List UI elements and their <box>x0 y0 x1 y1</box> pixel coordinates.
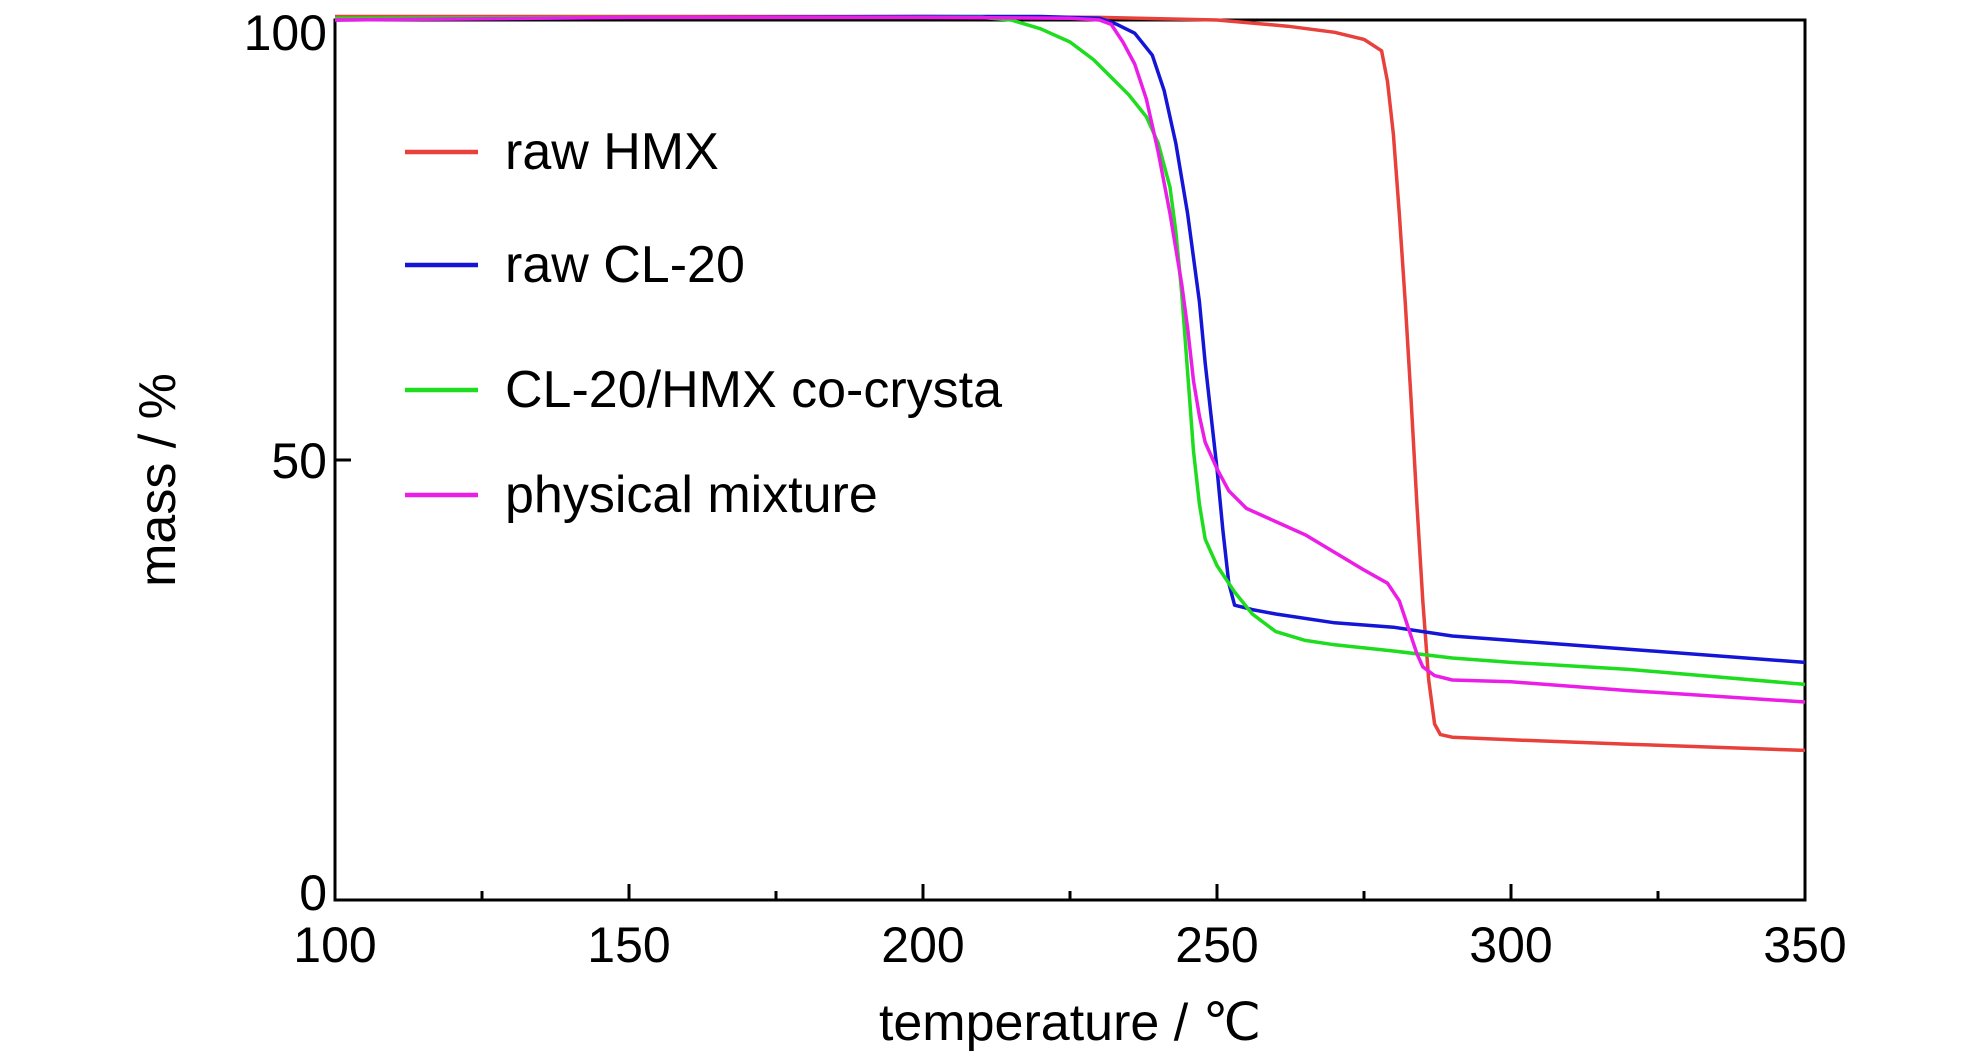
series-line-cl-20-hmx-co-crysta <box>334 15 1806 687</box>
x-axis-ticks: 100 150 200 250 300 350 <box>293 884 1847 973</box>
y-tick-label: 0 <box>299 865 327 921</box>
y-tick-label: 50 <box>271 433 327 489</box>
x-tick-label: 100 <box>293 917 376 973</box>
legend-label-physical-mixture: physical mixture <box>505 466 878 524</box>
x-tick-label: 150 <box>587 917 670 973</box>
x-tick-label: 200 <box>881 917 964 973</box>
legend: raw HMX raw CL-20 CL-20/HMX co-crysta physi… <box>405 123 1002 524</box>
legend-label-cl-20-hmx-co-crysta: CL-20/HMX co-crysta <box>505 361 1002 419</box>
series-layer <box>334 14 1806 753</box>
legend-label-raw-cl-20: raw CL-20 <box>505 236 745 294</box>
x-axis-title: temperature / ℃ <box>879 994 1261 1052</box>
x-tick-label: 300 <box>1469 917 1552 973</box>
x-tick-label: 250 <box>1175 917 1258 973</box>
y-axis-title: mass / % <box>129 373 187 587</box>
y-axis-ticks: 0 50 100 <box>244 5 351 921</box>
legend-label-raw-hmx: raw HMX <box>505 123 719 181</box>
x-tick-label: 350 <box>1763 917 1846 973</box>
y-tick-label: 100 <box>244 5 327 61</box>
series-line-raw-hmx <box>335 14 1806 753</box>
series-line-physical-mixture <box>334 15 1806 704</box>
series-line-raw-cl-20 <box>334 14 1806 665</box>
